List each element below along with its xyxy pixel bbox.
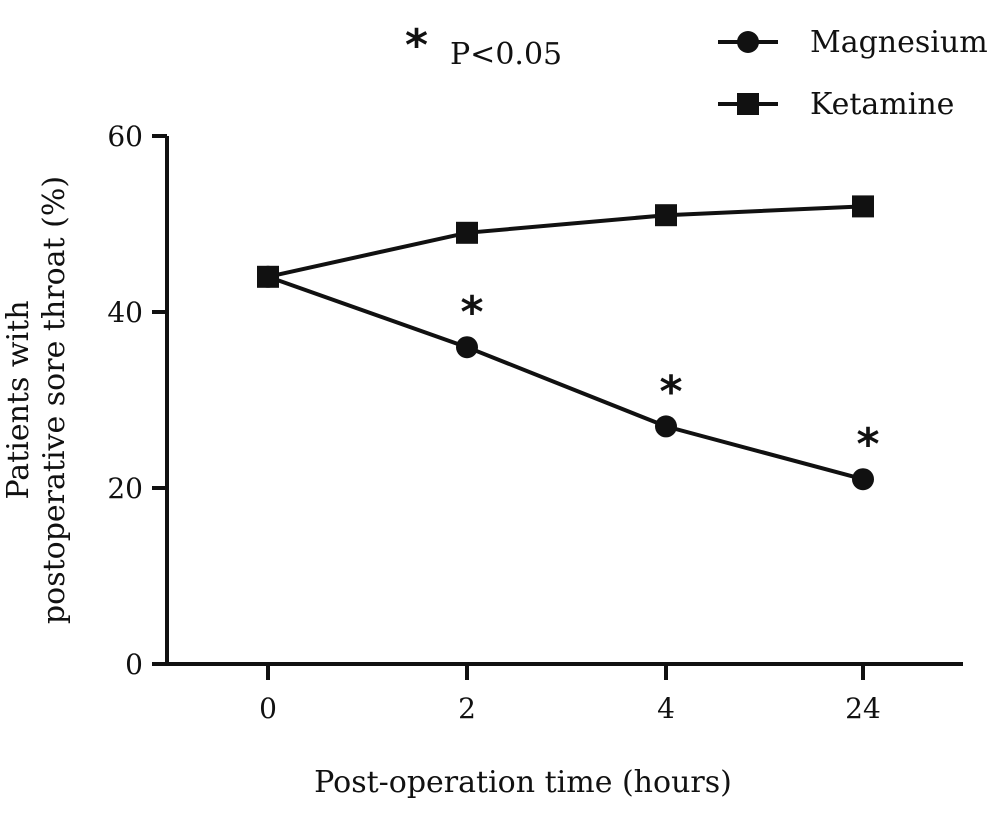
point-magnesium-24 <box>852 468 874 491</box>
x-tick-label-4: 4 <box>657 692 675 725</box>
point-magnesium-4 <box>655 415 677 438</box>
significance-star-4: * <box>659 366 682 417</box>
y-tick-label-40: 40 <box>107 296 143 329</box>
y-tick-label-60: 60 <box>107 120 143 153</box>
point-ketamine-2 <box>456 221 478 244</box>
point-ketamine-24 <box>852 195 874 218</box>
x-tick-label-24: 24 <box>845 692 881 725</box>
significance-note: * P<0.05 <box>405 20 562 72</box>
y-ticks: 0 20 40 60 <box>107 120 167 681</box>
legend-marker-square <box>737 93 759 115</box>
y-tick-label-0: 0 <box>125 648 143 681</box>
significance-markers: * * * <box>460 287 879 470</box>
point-magnesium-2 <box>456 336 478 359</box>
legend-label-ketamine: Ketamine <box>810 87 954 122</box>
series-magnesium <box>257 265 874 491</box>
series-line-ketamine <box>267 204 864 279</box>
x-tick-label-0: 0 <box>259 692 277 725</box>
y-axis-label-line-2: postoperative sore throat (%) <box>37 176 72 624</box>
x-axis-label: Post-operation time (hours) <box>314 765 732 800</box>
legend-item-magnesium: Magnesium <box>718 25 988 60</box>
significance-note-star: * <box>405 20 428 71</box>
significance-note-label: P<0.05 <box>450 37 562 72</box>
series-line-magnesium <box>267 274 864 482</box>
series-ketamine <box>257 195 874 288</box>
significance-star-24: * <box>856 419 879 470</box>
y-axis-label: Patients with postoperative sore throat … <box>1 176 72 624</box>
series-layer <box>257 195 874 491</box>
x-ticks: 0 2 4 24 <box>259 664 881 725</box>
significance-star-2: * <box>460 287 483 338</box>
legend-label-magnesium: Magnesium <box>810 25 988 60</box>
legend-marker-circle <box>737 31 759 53</box>
y-tick-label-20: 20 <box>107 472 143 505</box>
y-axis-label-line-1: Patients with <box>1 300 36 499</box>
legend: Magnesium Ketamine <box>718 25 988 122</box>
x-tick-label-2: 2 <box>458 692 476 725</box>
point-ketamine-0 <box>257 265 279 288</box>
legend-item-ketamine: Ketamine <box>718 87 954 122</box>
point-ketamine-4 <box>655 204 677 227</box>
